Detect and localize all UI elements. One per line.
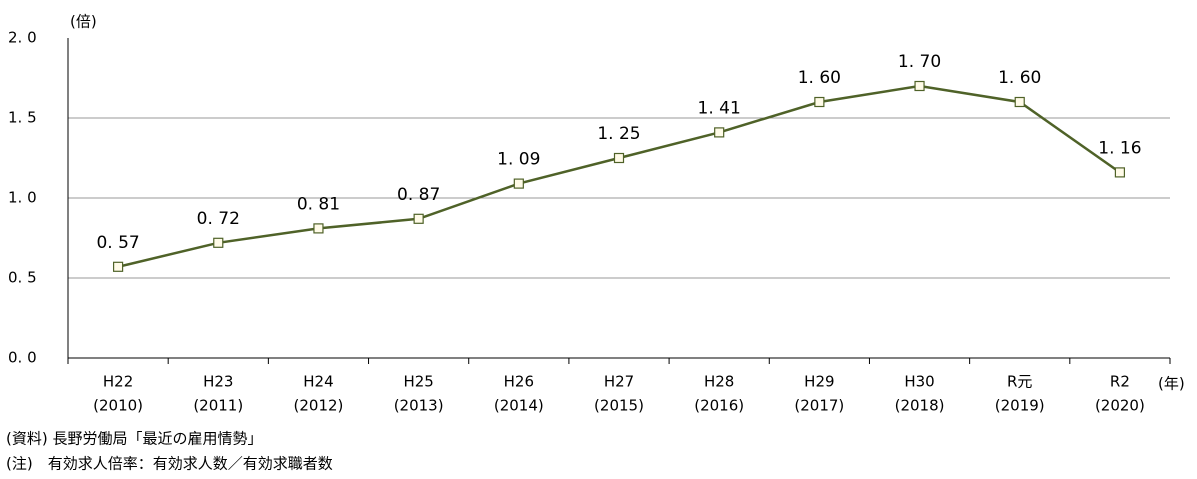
- x-tick-sublabel: (2019): [995, 397, 1045, 415]
- marker: [513, 178, 524, 189]
- data-label: 1. 41: [698, 98, 741, 118]
- line: [117, 84, 1121, 269]
- marker: [613, 152, 625, 164]
- x-tick-label: H29: [804, 373, 834, 391]
- marker: [112, 261, 124, 272]
- data-label: 0. 81: [297, 194, 340, 214]
- y-tick-label: 1. 0: [8, 189, 37, 207]
- x-tick-label: H22: [103, 373, 133, 391]
- x-tick-sublabel: (2013): [394, 397, 444, 415]
- marker: [1114, 167, 1126, 178]
- data-label: 0. 57: [96, 233, 139, 253]
- data-label: 1. 09: [497, 150, 540, 170]
- x-tick-sublabel: (2018): [895, 397, 945, 415]
- x-tick-label: H30: [904, 373, 934, 391]
- y-tick-label: 2. 0: [8, 29, 37, 47]
- note: (注) 有効求人倍率：有効求人数／有効求職者数: [6, 455, 333, 473]
- source-note: (資料) 長野労働局「最近の雇用情勢」: [6, 430, 262, 448]
- x-tick-sublabel: (2015): [594, 397, 644, 415]
- x-tick-label: H28: [704, 373, 734, 391]
- x-tick-label: H23: [203, 373, 233, 391]
- x-tick-sublabel: (2016): [694, 397, 744, 415]
- data-label: 1. 16: [1098, 138, 1141, 158]
- marker: [714, 127, 725, 138]
- data-label: 1. 70: [898, 52, 941, 72]
- x-tick-sublabel: (2011): [193, 397, 243, 415]
- y-tick-label: 0. 0: [8, 349, 37, 367]
- x-tick-label: R2: [1110, 373, 1130, 391]
- x-tick-label: H24: [303, 373, 333, 391]
- x-tick-label: H27: [604, 373, 634, 391]
- marker: [914, 80, 925, 92]
- marker: [313, 223, 324, 234]
- data-label: 0. 72: [197, 209, 240, 229]
- x-tick-sublabel: (2017): [794, 397, 844, 415]
- marker: [413, 213, 424, 224]
- x-tick-label: H26: [504, 373, 534, 391]
- marker: [814, 96, 825, 108]
- marker: [1014, 96, 1025, 108]
- data-label: 1. 60: [798, 68, 841, 88]
- y-unit: (倍): [70, 13, 97, 31]
- x-tick-sublabel: (2014): [494, 397, 544, 415]
- x-tick-label: H25: [403, 373, 433, 391]
- y-tick-label: 1. 5: [8, 109, 37, 127]
- x-tick-label: R元: [1007, 373, 1032, 391]
- marker: [213, 237, 224, 248]
- x-tick-sublabel: (2010): [93, 397, 143, 415]
- x-tick-sublabel: (2020): [1095, 397, 1145, 415]
- x-unit: (年): [1158, 375, 1185, 393]
- data-label: 1. 60: [998, 68, 1041, 88]
- x-tick-sublabel: (2012): [294, 397, 344, 415]
- data-label: 0. 87: [397, 185, 440, 205]
- data-label: 1. 25: [597, 124, 640, 144]
- y-tick-label: 0. 5: [8, 269, 37, 287]
